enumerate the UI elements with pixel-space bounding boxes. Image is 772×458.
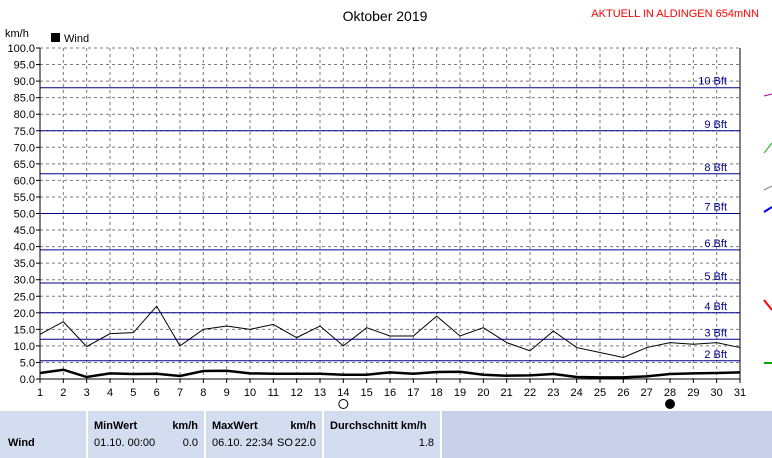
y-tick-label: 95.0 [14,60,35,72]
stats-panel: Wind MinWert km/h 01.10. 00:00 0.0 MaxWe… [0,411,772,458]
station-label: AKTUELL IN ALDINGEN 654mNN [591,8,759,20]
y-axis-unit: km/h [5,28,29,40]
y-tick-label: 100.0 [7,43,35,55]
y-tick-label: 10.0 [14,341,35,353]
max-direction: SO [277,437,293,449]
max-unit: km/h [290,420,316,432]
full-moon-icon [338,399,349,409]
adjacent-chart-edge [763,93,772,364]
x-tick-label: 20 [477,387,489,399]
y-tick-label: 90.0 [14,76,35,88]
x-tick-label: 13 [314,387,326,399]
beaufort-label: 2 Bft [704,349,727,361]
min-value: 0.0 [182,437,198,449]
x-tick-label: 2 [60,387,66,399]
stats-row-label: Wind [8,437,35,449]
y-tick-label: 65.0 [14,159,35,171]
y-tick-label: 45.0 [14,225,35,237]
y-tick-label: 5.0 [20,357,35,369]
x-tick-label: 1 [37,387,43,399]
x-tick-label: 18 [431,387,443,399]
y-tick-label: 50.0 [14,209,35,221]
beaufort-label: 7 Bft [704,202,727,214]
y-tick-label: 70.0 [14,142,35,154]
x-tick-label: 11 [268,387,279,399]
x-tick-label: 22 [524,387,536,399]
beaufort-label: 8 Bft [704,162,727,174]
min-unit: km/h [172,420,198,432]
beaufort-label: 4 Bft [704,301,727,313]
beaufort-label: 10 Bft [698,76,727,88]
avg-value: 1.8 [418,437,434,449]
y-tick-label: 80.0 [14,109,35,121]
chart-title: Oktober 2019 [343,8,428,24]
wind-chart: Oktober 2019 AKTUELL IN ALDINGEN 654mNN … [5,8,772,409]
x-tick-label: 24 [571,387,583,399]
stats-max-cell: MaxWert km/h 06.10. 22:34 SO 22.0 [206,411,324,458]
beaufort-lines: 2 Bft 3 Bft 4 Bft 5 Bft 6 Bft 7 Bft 8 Bft 9 Bft… [40,76,740,362]
series-lines [39,305,741,379]
wind-average-line [39,368,741,379]
x-tick-label: 4 [107,387,113,399]
x-tick-label: 5 [130,387,136,399]
y-tick-label: 55.0 [14,192,35,204]
y-tick-label: 0.0 [20,374,35,386]
legend-swatch [51,33,60,42]
y-tick-label: 35.0 [14,258,35,270]
min-header: MinWert [94,420,138,432]
beaufort-label: 6 Bft [704,238,727,250]
y-tick-label: 25.0 [14,291,35,303]
x-tick-label: 6 [154,387,160,399]
x-tick-label: 16 [384,387,396,399]
x-tick-label: 23 [547,387,559,399]
y-tick-label: 75.0 [14,126,35,138]
y-tick-label: 85.0 [14,93,35,105]
stats-label-cell: Wind [0,411,88,458]
x-tick-label: 30 [711,387,723,399]
x-tick-label: 29 [687,387,699,399]
x-tick-label: 31 [734,387,746,399]
beaufort-label: 5 Bft [704,271,727,283]
max-value: 22.0 [294,437,316,449]
x-tick-labels: 1 2 3 4 5 6 7 8 9 10 11 12 13 14 15 16 17 18 19 20 21 22 23 24 2… [37,379,746,399]
x-tick-label: 17 [407,387,419,399]
x-tick-label: 19 [454,387,466,399]
wind-gust-line [39,305,741,359]
x-tick-label: 9 [224,387,230,399]
y-tick-label: 15.0 [14,324,35,336]
legend-wind-label: Wind [64,33,89,45]
x-tick-label: 28 [664,387,676,399]
x-tick-label: 25 [594,387,606,399]
y-tick-label: 30.0 [14,275,35,287]
y-tick-label: 40.0 [14,242,35,254]
x-tick-label: 10 [244,387,256,399]
beaufort-label: 3 Bft [704,327,727,339]
x-tick-label: 3 [84,387,90,399]
x-tick-label: 8 [200,387,206,399]
stats-avg-cell: Durchschnitt km/h 1.8 [324,411,442,458]
x-tick-label: 27 [641,387,653,399]
x-tick-label: 21 [501,387,513,399]
min-datetime: 01.10. 00:00 [94,437,156,449]
beaufort-label: 9 Bft [704,119,727,131]
avg-header: Durchschnitt km/h [330,420,427,432]
new-moon-icon [665,399,675,409]
max-datetime: 06.10. 22:34 [212,437,274,449]
x-tick-label: 15 [361,387,373,399]
x-tick-label: 12 [291,387,303,399]
max-header: MaxWert [212,420,258,432]
y-tick-labels: 0.0 5.0 10.0 15.0 20.0 25.0 30.0 35.0 40.0 45.0 50… [7,43,40,386]
x-tick-label: 7 [177,387,183,399]
x-tick-label: 14 [337,387,349,399]
stats-min-cell: MinWert km/h 01.10. 00:00 0.0 [88,411,206,458]
moon-markers [338,399,675,409]
y-tick-label: 60.0 [14,175,35,187]
vertical-gridlines [62,48,718,379]
x-tick-label: 26 [617,387,629,399]
y-tick-label: 20.0 [14,308,35,320]
